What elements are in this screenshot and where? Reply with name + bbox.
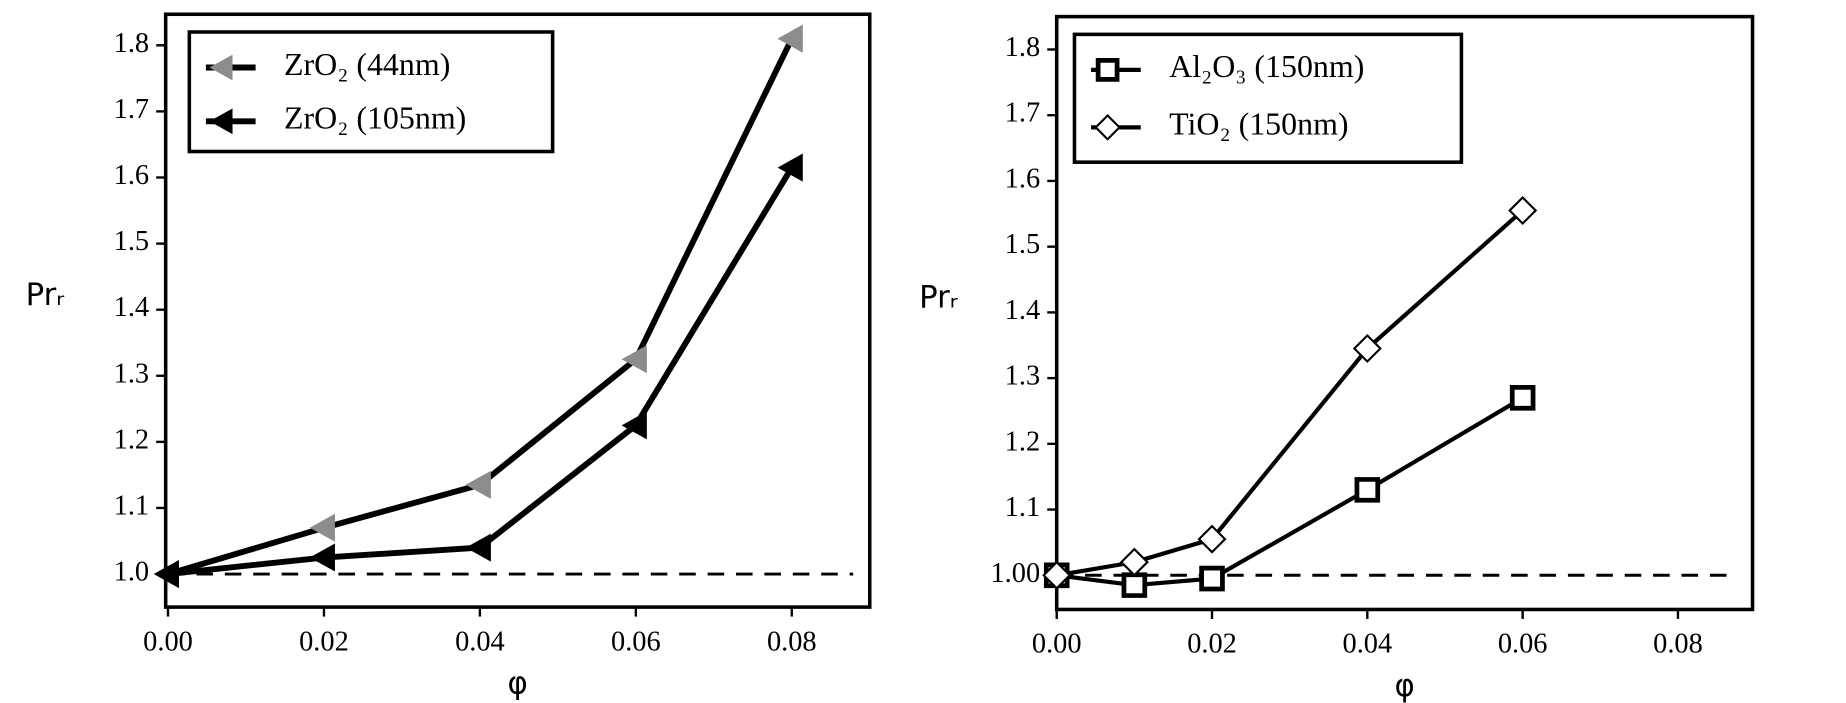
marker <box>621 411 647 440</box>
y-tick-label: 1.3 <box>1005 361 1040 392</box>
legend-label: ZrO₂ (44nm) <box>284 47 450 82</box>
marker <box>153 560 180 589</box>
marker <box>1352 334 1382 364</box>
legend-marker <box>209 54 233 81</box>
x-tick-label: 0.02 <box>299 626 349 657</box>
panel: 1.00 1.1 1.2 1.3 1.4 1.5 1.6 1.7 1.8 0.00 0.02 0.04… <box>919 14 1755 703</box>
marker <box>1042 560 1072 590</box>
y-tick-label: 1.2 <box>114 424 149 455</box>
panel: 1.0 1.1 1.2 1.3 1.4 1.5 1.6 1.7 1.8 0.00 0.02 0.04 0… <box>26 12 872 702</box>
legend-label: ZrO₂ (105nm) <box>284 101 466 136</box>
x-tick-label: 0.04 <box>1343 629 1393 660</box>
y-tick-label: 1.5 <box>1005 229 1040 260</box>
x-tick-label: 0.06 <box>1498 629 1548 660</box>
legend-label: TiO₂ (150nm) <box>1169 107 1348 142</box>
series-line <box>1056 208 1525 578</box>
legend-box <box>1072 32 1464 164</box>
y-tick-label: 1.3 <box>114 358 149 389</box>
marker <box>1119 547 1149 577</box>
marker <box>309 513 335 542</box>
marker <box>777 153 803 182</box>
marker <box>1199 565 1225 592</box>
marker <box>465 533 491 562</box>
marker <box>1354 477 1381 503</box>
y-tick-label: 1.6 <box>114 160 149 191</box>
x-tick-label: 0.08 <box>767 626 817 657</box>
marker <box>309 543 335 572</box>
legend-label: Al₂O₃ (150nm) <box>1169 49 1364 84</box>
x-axis-label: φ <box>508 666 528 702</box>
marker <box>1509 385 1536 411</box>
legend-marker <box>209 108 233 135</box>
x-tick-label: 0.06 <box>611 626 661 657</box>
marker <box>1121 572 1148 598</box>
x-axis-label: φ <box>1394 668 1414 703</box>
y-tick-label: 1.0 <box>114 557 149 588</box>
y-tick-label: 1.00 <box>990 558 1040 589</box>
x-tick-label: 0.00 <box>1032 629 1082 660</box>
y-tick-label: 1.8 <box>1005 32 1040 63</box>
legend-marker <box>1095 58 1120 82</box>
y-axis-label: Prᵣ <box>26 277 65 313</box>
x-tick-label: 0.04 <box>455 626 505 657</box>
y-tick-label: 1.7 <box>1005 98 1040 129</box>
marker <box>1508 195 1538 226</box>
y-tick-label: 1.1 <box>1005 492 1040 523</box>
legend-marker <box>1094 114 1121 141</box>
y-tick-label: 1.8 <box>114 28 149 59</box>
y-tick-label: 1.7 <box>114 94 149 125</box>
y-axis-label: Prᵣ <box>919 279 958 315</box>
legend-box <box>187 30 555 154</box>
x-tick-label: 0.08 <box>1653 629 1703 660</box>
y-tick-label: 1.5 <box>114 226 149 257</box>
marker <box>1197 524 1227 554</box>
y-tick-label: 1.2 <box>1005 426 1040 457</box>
marker <box>777 24 803 53</box>
marker <box>465 470 491 499</box>
y-tick-label: 1.4 <box>114 292 149 323</box>
x-tick-label: 0.02 <box>1187 629 1237 660</box>
y-tick-label: 1.4 <box>1005 295 1040 326</box>
y-tick-label: 1.1 <box>114 490 149 521</box>
marker <box>621 345 647 374</box>
x-tick-label: 0.00 <box>143 626 193 657</box>
y-tick-label: 1.6 <box>1005 163 1040 194</box>
